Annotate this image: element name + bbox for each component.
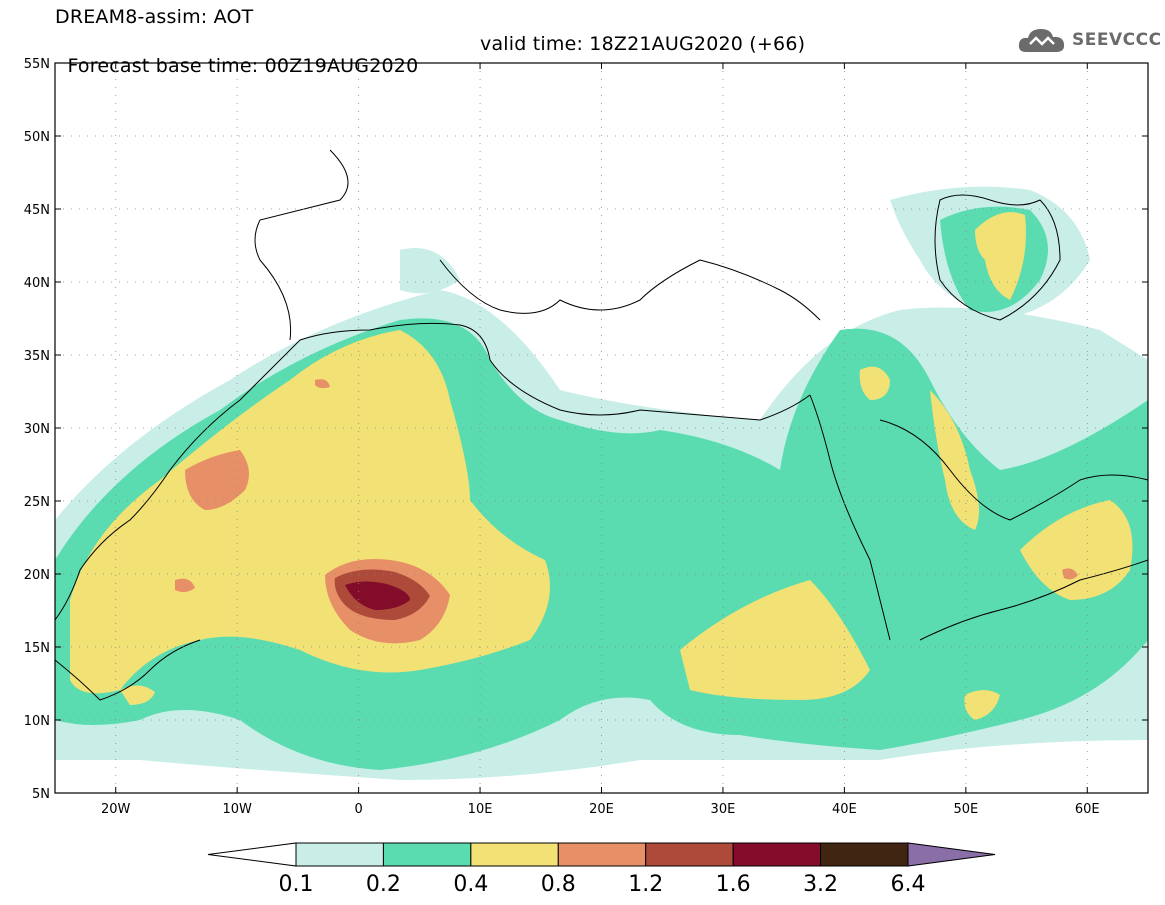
chart-title: DREAM8-assim: AOT	[55, 6, 254, 28]
colorbar-segment	[645, 842, 734, 867]
valid-time: valid time: 18Z21AUG2020 (+66)	[480, 33, 806, 55]
y-tick-label: 55N	[24, 57, 50, 72]
colorbar-segment	[732, 842, 822, 867]
y-tick-label: 20N	[24, 568, 50, 583]
colorbar: 0.1 0.2 0.4 0.8 1.2 1.6 3.2 6.4	[207, 842, 996, 897]
x-tick-label: 30E	[711, 802, 736, 817]
colorbar-label: 1.2	[628, 872, 663, 897]
colorbar-high-triangle	[907, 842, 996, 867]
x-tick-label: 40E	[832, 802, 857, 817]
colorbar-low-triangle	[207, 842, 297, 867]
aot-field	[55, 186, 1148, 780]
seevccc-logo: SEEVCCC	[1016, 24, 1162, 56]
x-tick-label: 20W	[101, 802, 131, 817]
colorbar-label: 1.6	[716, 872, 751, 897]
gridlines	[55, 63, 1148, 793]
coastlines	[55, 149, 1148, 701]
colorbar-label: 6.4	[891, 872, 926, 897]
x-tick-label: 20E	[589, 802, 614, 817]
logo-text: SEEVCCC	[1072, 30, 1162, 50]
x-axis: 20W 10W 0 10E 20E 30E 40E 50E 60E	[101, 63, 1100, 817]
colorbar-label: 0.8	[541, 872, 576, 897]
y-tick-label: 5N	[32, 787, 50, 802]
x-tick-label: 50E	[953, 802, 978, 817]
y-tick-label: 35N	[24, 349, 50, 364]
colorbar-label: 0.4	[453, 872, 488, 897]
y-tick-label: 10N	[24, 714, 50, 729]
x-tick-label: 60E	[1075, 802, 1100, 817]
base-time-label: Forecast base time: 00Z19AUG2020 valid t…	[55, 33, 805, 99]
aot-level-1.6	[345, 581, 410, 610]
x-tick-label: 0	[354, 802, 362, 817]
colorbar-segment	[295, 842, 384, 867]
y-tick-label: 25N	[24, 495, 50, 510]
colorbar-segment	[557, 842, 647, 867]
x-tick-label: 10W	[222, 802, 252, 817]
colorbar-segment	[820, 842, 909, 867]
colorbar-label: 0.1	[279, 872, 314, 897]
y-tick-label: 15N	[24, 641, 50, 656]
colorbar-segment	[382, 842, 472, 867]
cloud-icon	[1018, 29, 1065, 52]
colorbar-segment	[470, 842, 559, 867]
y-tick-label: 40N	[24, 276, 50, 291]
y-tick-label: 45N	[24, 203, 50, 218]
forecast-base-time: Forecast base time: 00Z19AUG2020	[67, 55, 419, 77]
colorbar-label: 3.2	[803, 872, 838, 897]
x-tick-label: 10E	[468, 802, 493, 817]
y-tick-label: 30N	[24, 422, 50, 437]
colorbar-label: 0.2	[366, 872, 401, 897]
y-tick-label: 50N	[24, 130, 50, 145]
y-axis: 55N 50N 45N 40N 35N 30N 25N 20N 15N 10N 5N	[24, 57, 1148, 802]
